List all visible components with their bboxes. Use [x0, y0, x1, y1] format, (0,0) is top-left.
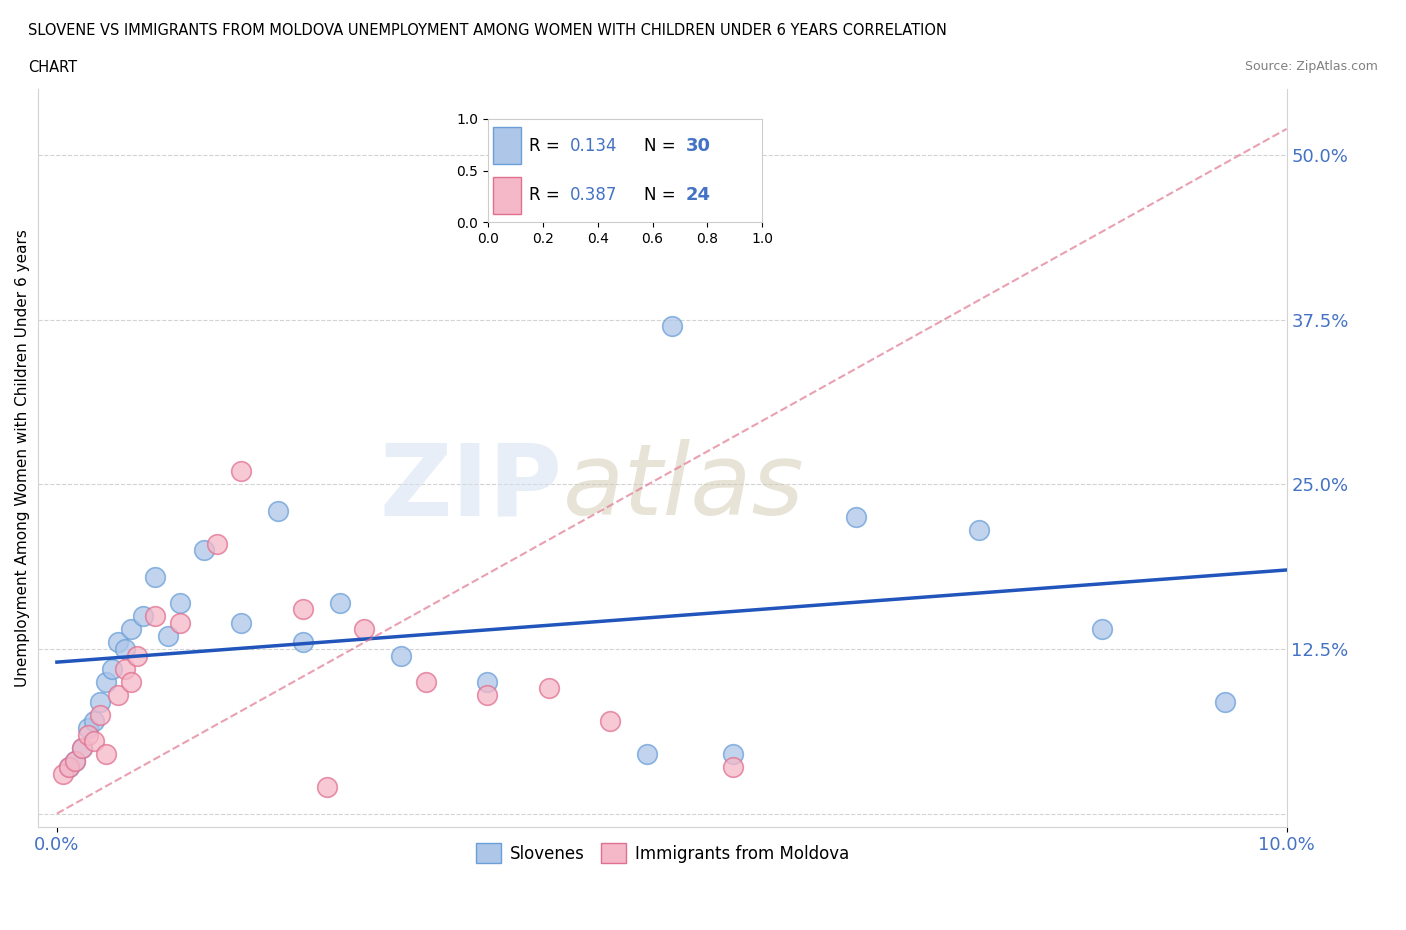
Point: [65, 753, 87, 768]
Point: [76, 727, 98, 742]
Point: [169, 595, 191, 610]
Text: atlas: atlas: [562, 439, 804, 536]
Point: [143, 569, 166, 584]
Point: [58, 760, 80, 775]
Point: [120, 674, 142, 689]
Point: [1213, 694, 1236, 709]
Point: [70, 740, 93, 755]
Point: [537, 681, 560, 696]
Point: [65, 753, 87, 768]
Text: SLOVENE VS IMMIGRANTS FROM MOLDOVA UNEMPLOYMENT AMONG WOMEN WITH CHILDREN UNDER : SLOVENE VS IMMIGRANTS FROM MOLDOVA UNEMP…: [28, 23, 948, 38]
Point: [291, 635, 314, 650]
Point: [193, 543, 215, 558]
Point: [477, 674, 499, 689]
Point: [83, 714, 105, 729]
Point: [353, 622, 375, 637]
Point: [132, 608, 155, 623]
Point: [636, 747, 658, 762]
Point: [723, 747, 745, 762]
Point: [107, 687, 129, 702]
Point: [599, 714, 621, 729]
Point: [415, 674, 437, 689]
Point: [661, 319, 683, 334]
Point: [169, 615, 191, 630]
Point: [58, 760, 80, 775]
Point: [205, 537, 228, 551]
Point: [599, 174, 621, 189]
Point: [723, 760, 745, 775]
Point: [70, 740, 93, 755]
Point: [114, 642, 136, 657]
Text: ZIP: ZIP: [380, 439, 562, 536]
Point: [52, 766, 75, 781]
Point: [231, 464, 253, 479]
Point: [316, 779, 339, 794]
Y-axis label: Unemployment Among Women with Children Under 6 years: Unemployment Among Women with Children U…: [15, 229, 30, 687]
Point: [120, 622, 142, 637]
Point: [143, 608, 166, 623]
Point: [89, 708, 111, 723]
Point: [1091, 622, 1114, 637]
Text: CHART: CHART: [28, 60, 77, 75]
Point: [94, 747, 117, 762]
Point: [329, 595, 352, 610]
Point: [83, 734, 105, 749]
Legend: Slovenes, Immigrants from Moldova: Slovenes, Immigrants from Moldova: [470, 836, 855, 870]
Point: [477, 687, 499, 702]
Point: [89, 694, 111, 709]
Point: [101, 661, 124, 676]
Point: [107, 635, 129, 650]
Point: [156, 629, 179, 644]
Point: [267, 503, 290, 518]
Point: [76, 721, 98, 736]
Point: [291, 602, 314, 617]
Point: [967, 523, 990, 538]
Point: [231, 615, 253, 630]
Text: Source: ZipAtlas.com: Source: ZipAtlas.com: [1244, 60, 1378, 73]
Point: [94, 674, 117, 689]
Point: [114, 661, 136, 676]
Point: [389, 648, 412, 663]
Point: [845, 510, 868, 525]
Point: [125, 648, 148, 663]
